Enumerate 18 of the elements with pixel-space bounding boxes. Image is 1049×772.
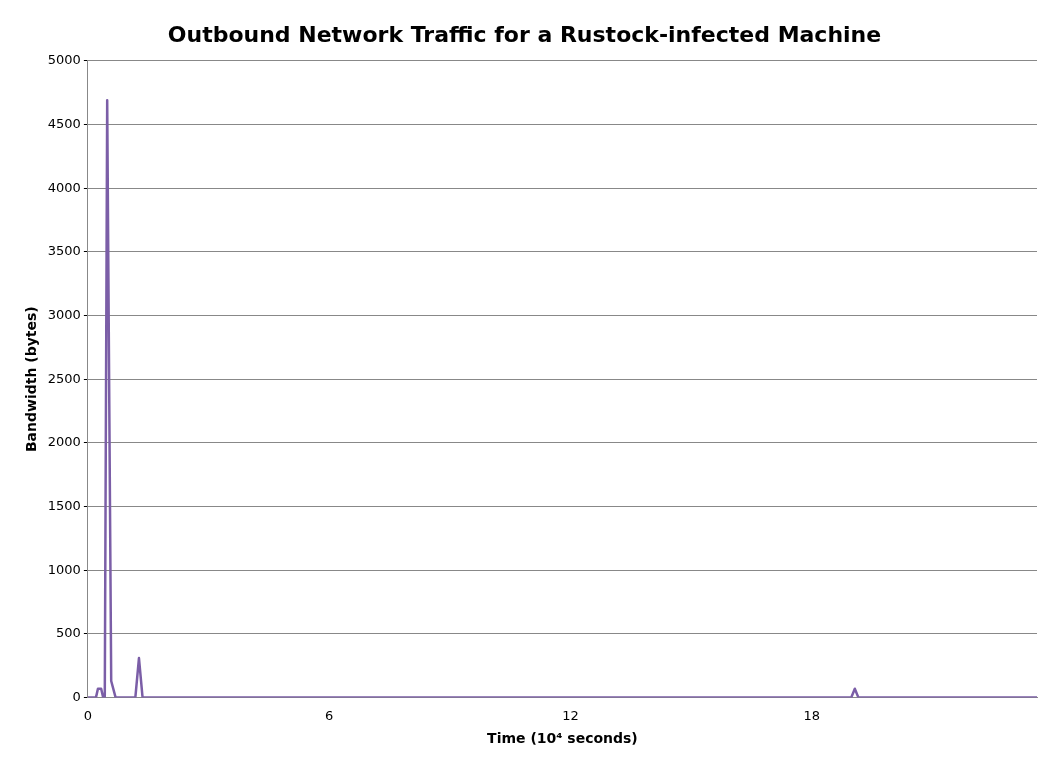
x-tick-label: 18 <box>803 707 821 723</box>
y-tick-label: 0 <box>72 688 81 704</box>
y-tick-label: 5000 <box>47 52 81 68</box>
y-tick-label: 2500 <box>47 370 81 386</box>
y-tick-label: 3500 <box>47 243 81 259</box>
y-tick-label: 1500 <box>47 497 81 513</box>
x-tick-label: 0 <box>83 707 93 723</box>
x-tick-label: 12 <box>562 707 579 723</box>
x-tick-label: 6 <box>325 707 334 723</box>
y-axis-title: Bandwidth (bytes) <box>23 306 40 453</box>
y-tick-label: 4000 <box>47 179 81 195</box>
y-tick-label: 2000 <box>47 434 81 450</box>
chart-title: Outbound Network Traffic for a Rustock-infected Machine <box>166 22 883 49</box>
y-tick-label: 1000 <box>47 561 81 577</box>
x-axis-title: Time (10⁴ seconds) <box>487 730 638 747</box>
y-tick-label: 3000 <box>47 306 81 322</box>
y-tick-label: 4500 <box>47 115 81 131</box>
y-tick-label: 500 <box>56 625 81 641</box>
